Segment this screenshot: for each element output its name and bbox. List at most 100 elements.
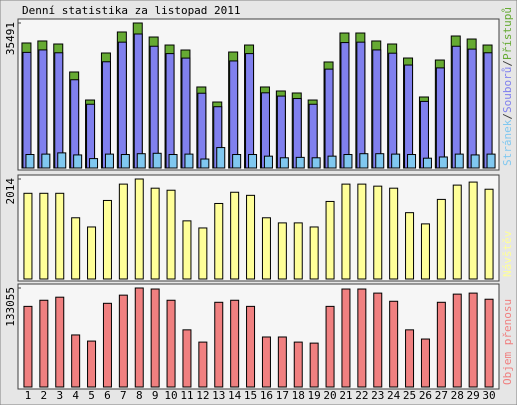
bar bbox=[341, 288, 351, 388]
bar bbox=[311, 157, 321, 169]
bar bbox=[54, 52, 64, 169]
bar bbox=[102, 302, 112, 388]
bar bbox=[152, 152, 162, 169]
y-tick-label: 35491 bbox=[4, 22, 17, 55]
bar bbox=[136, 153, 146, 169]
bar bbox=[407, 154, 417, 169]
bar bbox=[101, 61, 111, 169]
x-tick-label: 16 bbox=[260, 389, 273, 402]
bar bbox=[23, 305, 33, 388]
legend-entry: Stránek bbox=[501, 119, 514, 166]
bar bbox=[389, 187, 399, 280]
bar bbox=[198, 341, 208, 388]
bar bbox=[451, 45, 461, 169]
bar bbox=[55, 192, 65, 280]
bar bbox=[357, 288, 367, 388]
bar bbox=[467, 48, 477, 169]
bar bbox=[422, 157, 432, 169]
bar bbox=[166, 189, 176, 280]
bar bbox=[468, 292, 478, 388]
bar bbox=[357, 183, 367, 280]
x-tick-label: 19 bbox=[308, 389, 321, 402]
legend-separator: / bbox=[501, 60, 514, 67]
x-tick-label: 29 bbox=[467, 389, 480, 402]
bar bbox=[246, 305, 256, 388]
panel bbox=[17, 283, 500, 390]
bar bbox=[263, 155, 273, 169]
x-tick-label: 14 bbox=[228, 389, 242, 402]
bar bbox=[118, 294, 128, 388]
x-tick-label: 6 bbox=[104, 389, 111, 402]
bar bbox=[245, 53, 255, 169]
bar bbox=[87, 340, 97, 388]
bar bbox=[309, 342, 319, 388]
bar bbox=[104, 153, 114, 169]
bar bbox=[71, 217, 81, 280]
bar bbox=[118, 183, 128, 280]
bar bbox=[340, 42, 350, 169]
bar bbox=[184, 153, 194, 169]
bar bbox=[325, 305, 335, 388]
bar bbox=[182, 220, 192, 280]
x-tick-label: 24 bbox=[387, 389, 401, 402]
x-tick-label: 17 bbox=[276, 389, 289, 402]
bar bbox=[373, 185, 383, 280]
bar bbox=[168, 154, 178, 169]
bar bbox=[23, 192, 33, 280]
bar bbox=[438, 156, 448, 169]
bar bbox=[25, 154, 35, 169]
x-tick-label: 10 bbox=[164, 389, 177, 402]
x-tick-label: 11 bbox=[180, 389, 193, 402]
bar bbox=[468, 181, 478, 280]
bar bbox=[134, 287, 144, 388]
x-tick-label: 1 bbox=[25, 389, 32, 402]
bar bbox=[309, 226, 319, 280]
panel bbox=[17, 174, 500, 282]
bar bbox=[435, 67, 445, 169]
bar bbox=[216, 147, 226, 169]
bar bbox=[120, 154, 130, 169]
bar bbox=[261, 336, 271, 388]
bar bbox=[57, 152, 67, 169]
bar bbox=[436, 301, 446, 388]
legend: Stránek/Souborů/Přístupů bbox=[501, 7, 514, 166]
legend-entry: Souborů bbox=[501, 67, 514, 113]
x-tick-label: 21 bbox=[339, 389, 352, 402]
bar bbox=[373, 292, 383, 388]
bar bbox=[134, 178, 144, 280]
bar bbox=[133, 33, 143, 169]
bar bbox=[359, 153, 369, 169]
bar bbox=[327, 155, 337, 169]
bar bbox=[165, 53, 175, 169]
bar bbox=[214, 202, 224, 280]
bar bbox=[341, 183, 351, 280]
bar bbox=[229, 60, 239, 169]
x-tick-label: 13 bbox=[212, 389, 225, 402]
x-tick-label: 15 bbox=[244, 389, 257, 402]
x-tick-label: 3 bbox=[56, 389, 63, 402]
x-tick-label: 4 bbox=[72, 389, 79, 402]
bar bbox=[484, 188, 494, 280]
bar bbox=[389, 300, 399, 388]
x-tick-label: 5 bbox=[88, 389, 95, 402]
legend-separator: / bbox=[501, 113, 514, 120]
chart-title: Denní statistika za listopad 2011 bbox=[22, 4, 241, 17]
x-tick-label: 26 bbox=[419, 389, 432, 402]
bar bbox=[87, 226, 97, 280]
x-tick-label: 2 bbox=[41, 389, 48, 402]
x-tick-label: 28 bbox=[451, 389, 464, 402]
bar bbox=[41, 153, 51, 169]
bar bbox=[420, 223, 430, 280]
x-tick-label: 8 bbox=[136, 389, 143, 402]
bar bbox=[293, 222, 303, 280]
bar bbox=[181, 57, 191, 169]
bar bbox=[452, 293, 462, 388]
x-tick-label: 7 bbox=[120, 389, 127, 402]
bar bbox=[405, 329, 415, 388]
x-tick-label: 12 bbox=[196, 389, 209, 402]
bar bbox=[230, 299, 240, 388]
bar bbox=[149, 45, 159, 169]
y-tick-label: 2014 bbox=[4, 178, 17, 205]
bar bbox=[277, 336, 287, 388]
legend: Objem přenosu bbox=[501, 299, 514, 385]
